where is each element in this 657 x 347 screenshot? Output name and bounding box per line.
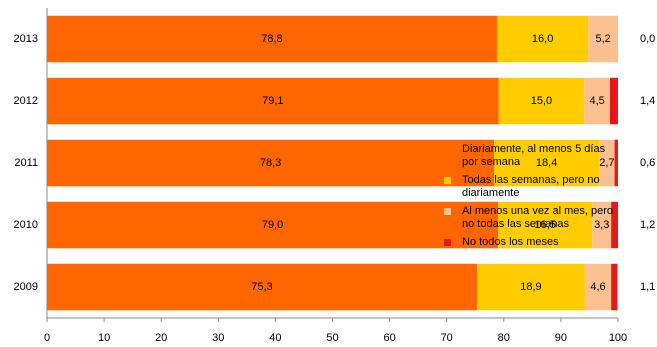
x-tick-label: 70 [441,332,453,344]
y-tick-label: 2009 [14,281,38,293]
legend-marker [444,177,451,184]
x-tick-label: 40 [269,332,281,344]
value-label: 16,5 [534,219,555,231]
bar-segment [611,201,618,249]
bar-segment [584,263,612,311]
value-label: 18,9 [520,281,541,293]
legend-marker [444,208,451,215]
bar-segment [498,201,593,249]
value-label: 0,6 [640,157,655,169]
value-label: 15,0 [531,95,552,107]
bar-segment [47,263,477,311]
bar-segment [47,77,499,125]
value-label: 4,6 [590,281,605,293]
value-label: 1,1 [640,281,655,293]
bar-segment [584,77,611,125]
x-tick-label: 0 [44,332,50,344]
value-label: 1,4 [640,95,655,107]
value-label: 18,4 [536,157,557,169]
value-label: 3,3 [594,219,609,231]
legend-item: Todas las semanas, pero no diariamente [440,174,620,200]
value-label: 78,8 [261,33,282,45]
bar-segment [496,15,589,63]
value-label: 0,0 [640,33,655,45]
bar-segment [614,139,618,187]
x-tick-label: 10 [98,332,110,344]
bar-segment [592,201,612,249]
legend-item: No todos los meses [440,236,620,249]
legend-marker [444,239,451,246]
y-tick-label: 2013 [14,33,38,45]
x-tick-label: 60 [383,332,395,344]
value-label: 2,7 [599,157,614,169]
value-label: 75,3 [251,281,272,293]
legend: Diariamente, al menos 5 días por semana T… [440,143,620,254]
x-tick-label: 90 [555,332,567,344]
bar-segment [494,139,600,187]
bar-segment [588,15,618,63]
bar-segment [599,139,615,187]
value-label: 4,5 [590,95,605,107]
x-tick-label: 20 [155,332,167,344]
y-tick-label: 2011 [14,157,38,169]
bar-segment [47,139,495,187]
bar-segment [476,263,585,311]
value-label: 1,2 [640,219,655,231]
x-tick-label: 50 [326,332,338,344]
y-tick-label: 2012 [14,95,38,107]
legend-label: Al menos una vez al mes, pero no todas l… [462,205,614,230]
value-label: 5,2 [596,33,611,45]
bar-segment [498,77,585,125]
x-tick-label: 30 [212,332,224,344]
value-label: 79,0 [262,219,283,231]
bar-segment [611,263,618,311]
x-tick-label: 80 [498,332,510,344]
x-tick-label: 100 [609,332,627,344]
legend-label: Diariamente, al menos 5 días por semana [462,143,606,168]
value-label: 78,3 [260,157,281,169]
legend-item: Diariamente, al menos 5 días por semana [440,143,620,169]
legend-label: No todos los meses [462,236,559,248]
bar-segment [47,15,497,63]
value-label: 79,1 [262,95,283,107]
legend-item: Al menos una vez al mes, pero no todas l… [440,205,620,231]
value-label: 16,0 [532,33,553,45]
legend-marker [444,146,451,153]
bar-segment [47,201,499,249]
legend-label: Todas las semanas, pero no diariamente [462,174,600,199]
y-tick-label: 2010 [14,219,38,231]
bar-segment [610,77,618,125]
